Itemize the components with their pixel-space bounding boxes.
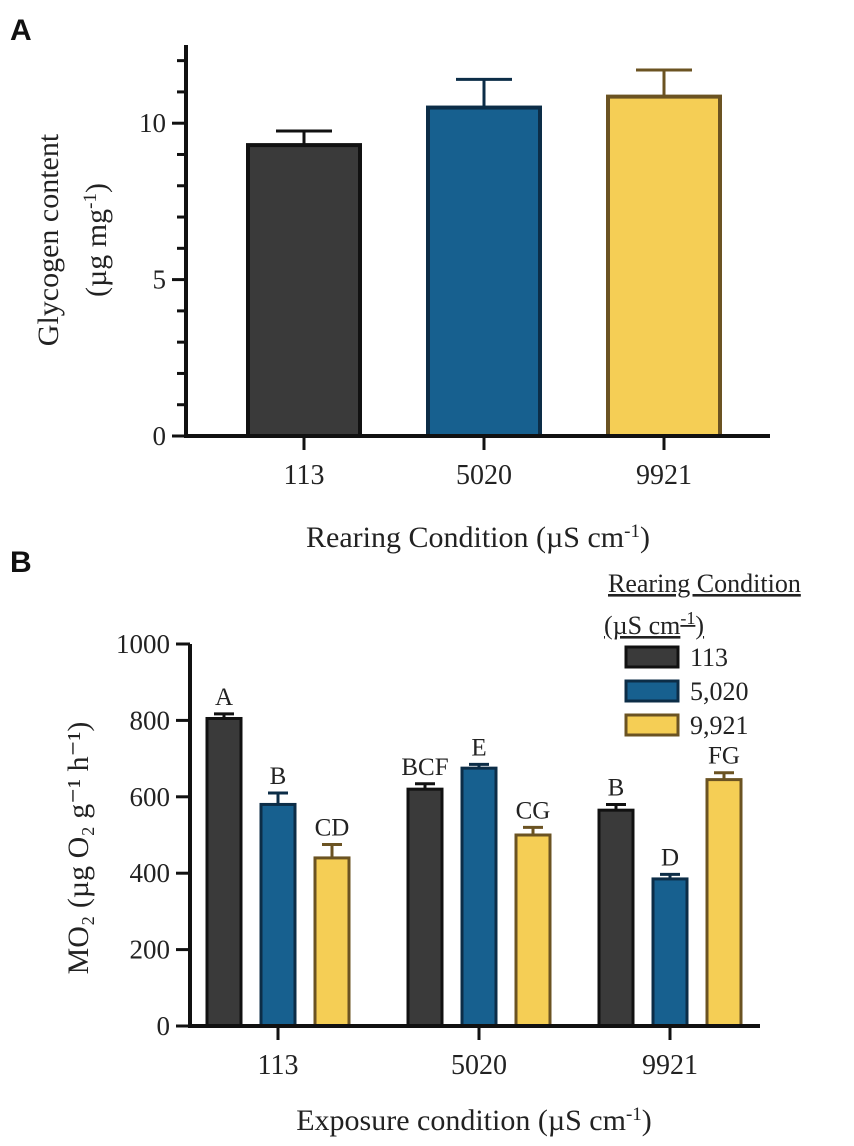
chart-b-xtick-label: 113: [258, 1050, 299, 1081]
chart-b-bar-5020-9,921: [514, 833, 552, 1028]
chart-b-ytick-label: 400: [130, 858, 171, 888]
legend-swatch-5,020: [624, 679, 680, 703]
chart-b-ytick-label: 0: [157, 1011, 171, 1041]
chart-b-bar-9921-113: [597, 808, 635, 1028]
chart-a-ytick-label: 10: [139, 108, 166, 138]
chart-a-bar-113: [246, 143, 362, 438]
legend-swatch-9,921: [624, 713, 680, 737]
chart-b-bar-9921-5,020: [651, 877, 689, 1028]
legend-label: 5,020: [690, 677, 749, 706]
chart-a-xlabel: Rearing Condition (µS cm-1): [306, 521, 650, 555]
chart-b-ytick-label: 600: [130, 782, 171, 812]
chart-a-ytick-label: 0: [153, 421, 167, 451]
chart-b-bar-113-5,020: [259, 802, 297, 1028]
chart-b-sig-letter: CG: [516, 797, 551, 824]
chart-a-ylabel-line2: (µg mg-1): [80, 183, 114, 297]
legend-swatch-113: [624, 645, 680, 669]
chart-b-sig-letter: E: [471, 734, 486, 761]
chart-a-xtick-label: 9921: [636, 460, 692, 491]
chart-a-ytick-label: 5: [153, 265, 167, 295]
chart-b-sig-letter: B: [270, 763, 287, 790]
legend-label: 9,921: [690, 711, 749, 740]
chart-a-xtick-label: 113: [284, 460, 325, 491]
chart-a-xtick-label: 5020: [456, 460, 512, 491]
chart-a-bar-9921: [606, 94, 722, 438]
chart-b-legend: Rearing Condition (µS cm-1) 113 5,020 9,92…: [604, 569, 801, 740]
chart-b-xtick-label: 5020: [451, 1050, 507, 1081]
chart-a: 0 5 10 113 5020 9921 Glycogen content (µg mg…: [32, 45, 770, 554]
chart-b: 0 200 400 600 800 1000 A B CD BCF E CG B D FG 113 5020…: [62, 569, 801, 1137]
chart-b-ylabel: MO₂ (µg O₂ g⁻¹ h⁻¹): [62, 722, 95, 975]
legend-label: 113: [690, 643, 728, 672]
chart-b-sig-letter: D: [661, 844, 679, 871]
chart-a-bar-5020: [426, 105, 542, 438]
panel-label-a: A: [10, 14, 32, 47]
chart-b-xlabel: Exposure condition (µS cm-1): [296, 1104, 652, 1138]
chart-b-ytick-label: 800: [130, 705, 171, 735]
chart-b-bar-113-9,921: [313, 856, 351, 1028]
legend-title-line1: Rearing Condition: [608, 569, 801, 598]
chart-b-sig-letter: FG: [708, 743, 740, 770]
chart-b-sig-letter: CD: [315, 815, 350, 842]
chart-b-bar-113-113: [205, 716, 243, 1028]
chart-b-ytick-label: 1000: [116, 629, 170, 659]
legend-title-line2: (µS cm-1): [604, 608, 704, 640]
chart-a-ylabel-line1: Glycogen content: [32, 133, 65, 346]
chart-b-bar-9921-9,921: [705, 778, 743, 1028]
chart-b-sig-letter: BCF: [401, 754, 448, 781]
chart-b-bar-5020-113: [406, 787, 444, 1028]
chart-b-xtick-label: 9921: [642, 1050, 698, 1081]
chart-b-sig-letter: B: [608, 774, 625, 801]
panel-label-b: B: [10, 546, 32, 579]
chart-b-ytick-label: 200: [130, 935, 171, 965]
chart-b-bar-5020-5,020: [460, 766, 498, 1028]
chart-b-sig-letter: A: [215, 684, 233, 711]
